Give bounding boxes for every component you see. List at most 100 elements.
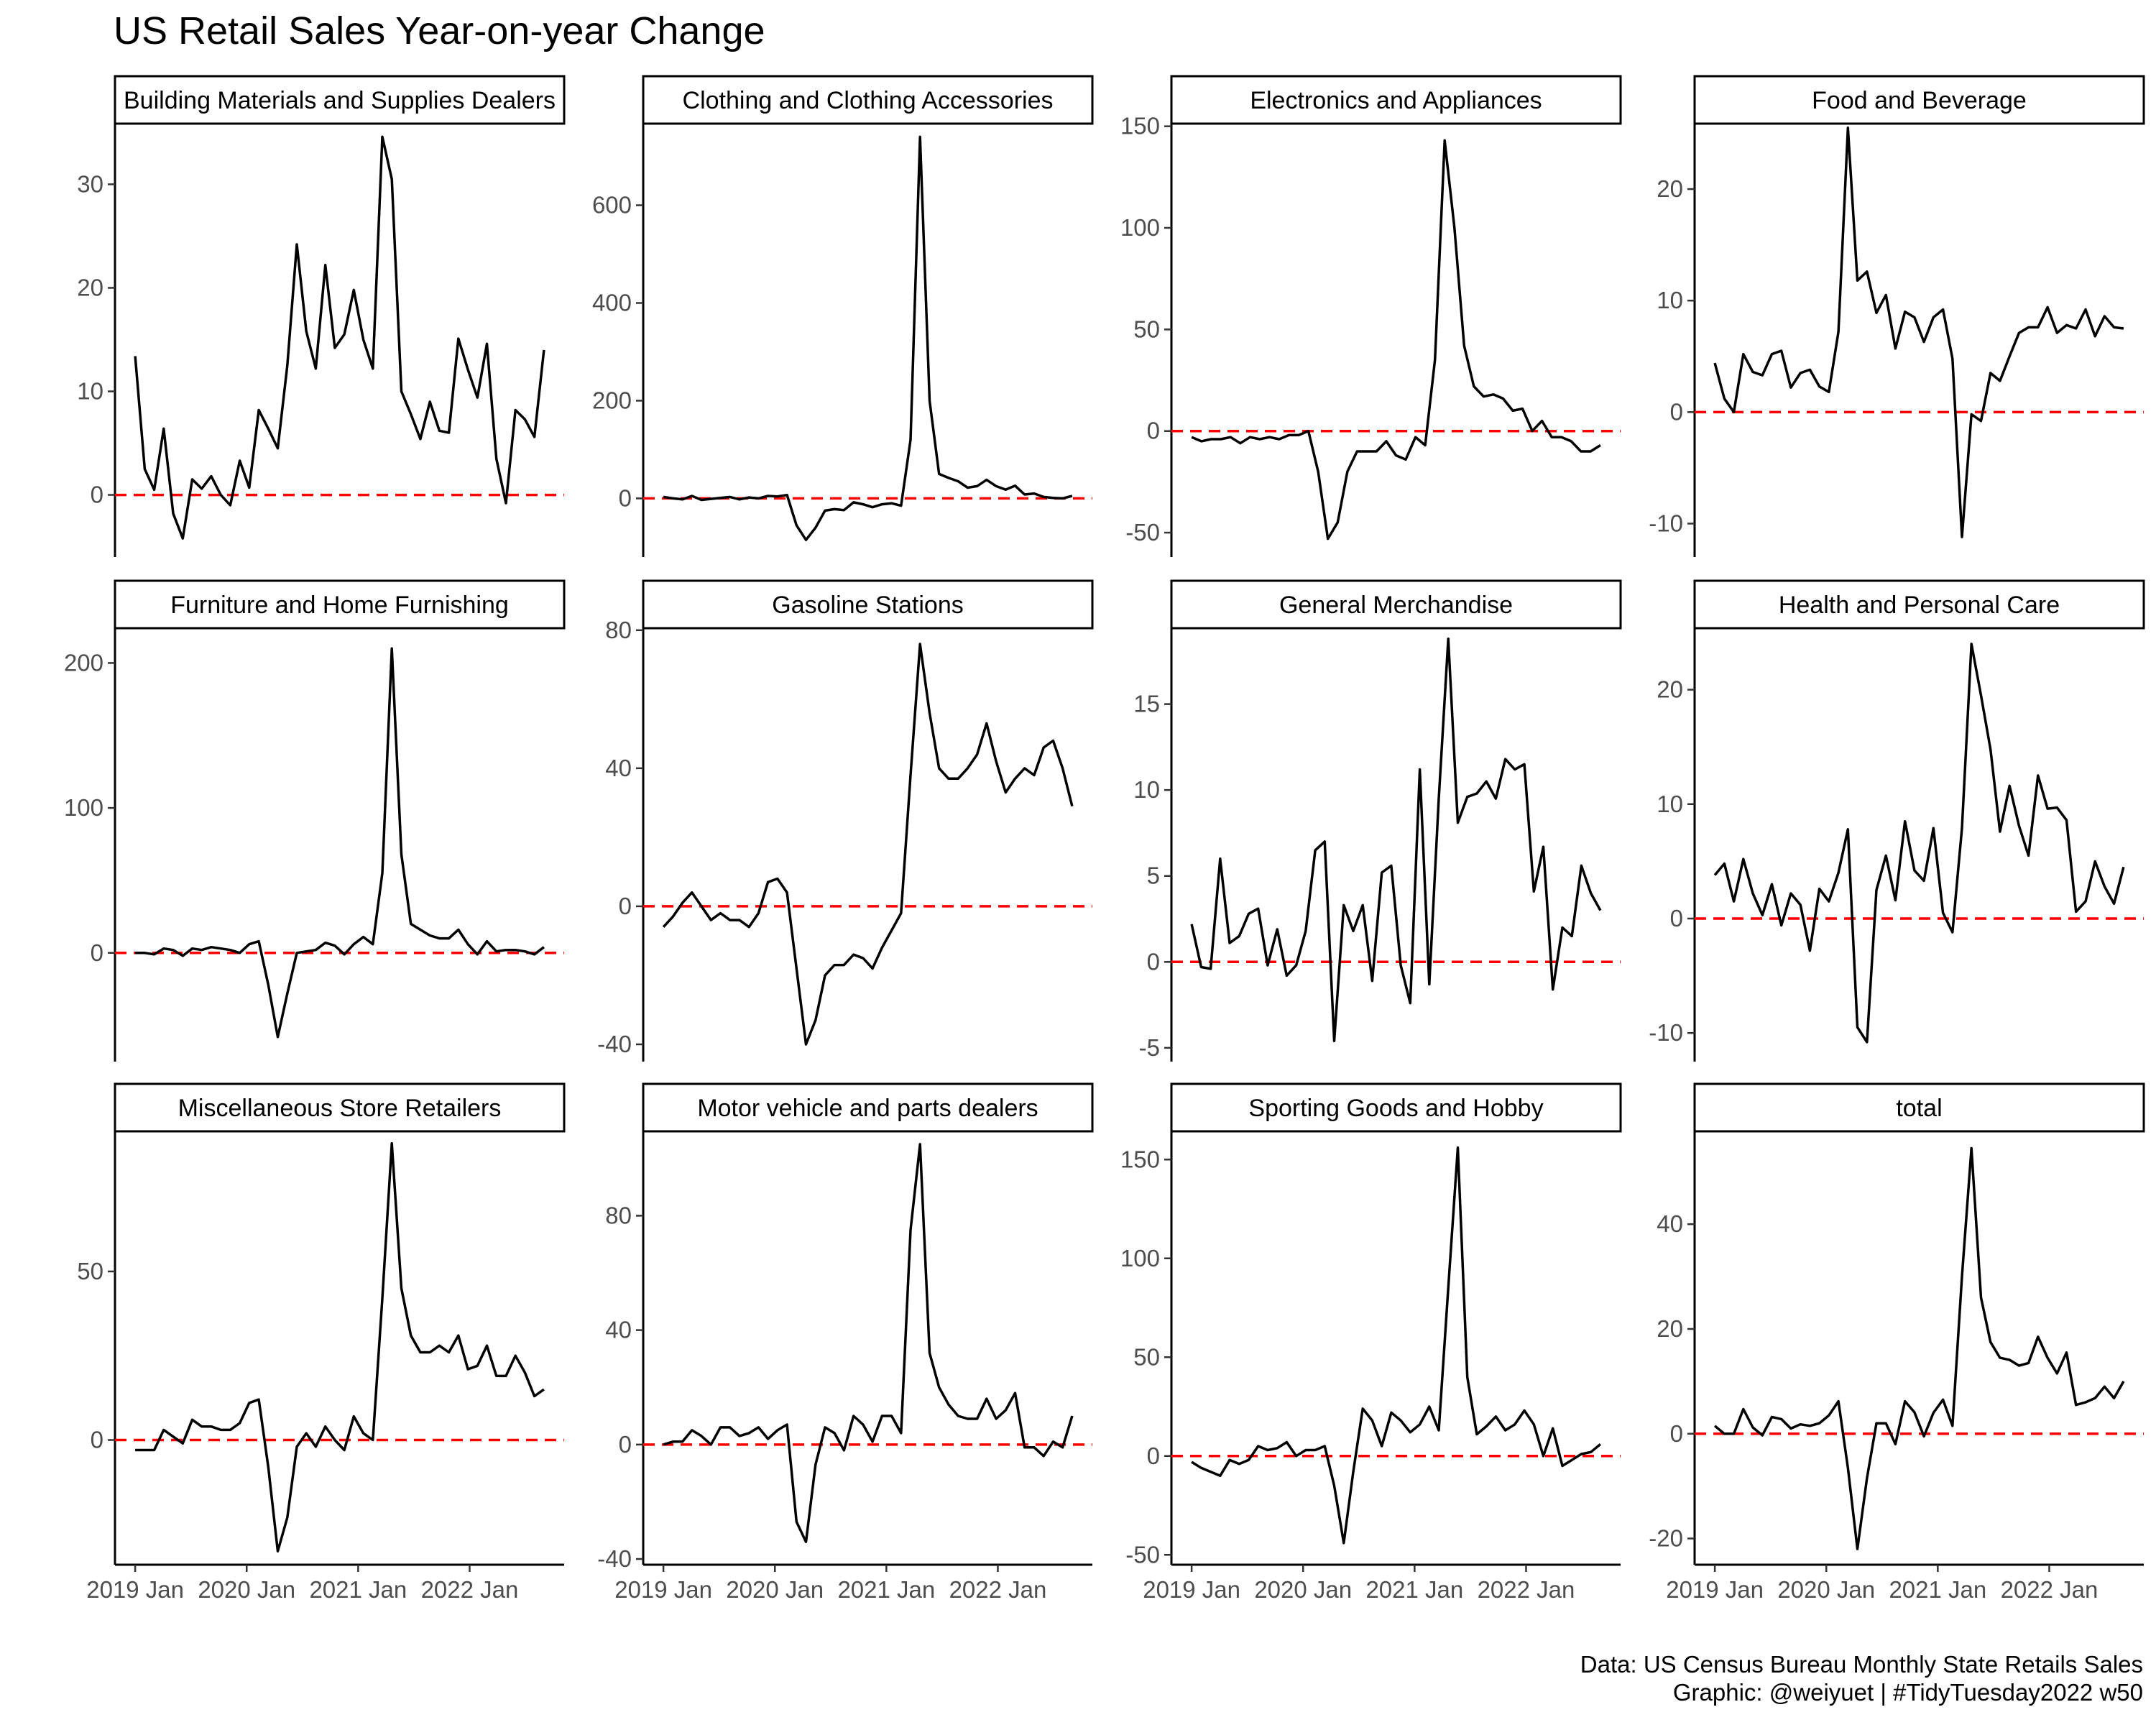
x-tick-label: 2019 Jan (614, 1576, 712, 1603)
facet-strip-label: Electronics and Appliances (1250, 87, 1542, 114)
y-tick-label: 200 (592, 387, 632, 413)
facet-strip (114, 75, 566, 125)
y-tick-label: 10 (1657, 791, 1683, 817)
facet-strip-label: Furniture and Home Furnishing (170, 592, 509, 619)
y-tick-label: 5 (1147, 862, 1160, 889)
y-tick-label: -10 (1649, 1019, 1683, 1046)
y-tick-label: 0 (619, 484, 632, 511)
y-tick-label: 0 (1670, 1420, 1683, 1447)
facet-strip (642, 1082, 1094, 1133)
facet-strip (1693, 579, 2145, 630)
facet-food-and-beverage: Food and Beverage -10 0 10 20 (1649, 75, 2145, 557)
y-tick-label: 40 (605, 1317, 632, 1343)
facet-strip-label: Miscellaneous Store Retailers (178, 1095, 502, 1122)
facet-strip (114, 1082, 566, 1133)
facet-strip-label: total (1896, 1095, 1942, 1122)
facet-furniture-and-home-furnishing: Furniture and Home Furnishing 0 100 200 (64, 579, 566, 1062)
series-line (1713, 126, 2124, 538)
y-tick-label: 0 (1147, 948, 1160, 975)
y-tick-label: 10 (77, 378, 103, 405)
y-tick-label: 10 (1657, 287, 1683, 313)
y-tick-label: 50 (1133, 316, 1160, 342)
x-tick-label: 2019 Jan (86, 1576, 184, 1603)
y-tick-label: 20 (1657, 1315, 1683, 1342)
y-tick-label: 0 (91, 939, 103, 966)
y-tick-label: 20 (1657, 676, 1683, 703)
y-tick-label: 400 (592, 290, 632, 316)
series-line (663, 135, 1073, 541)
facet-strip-label: Motor vehicle and parts dealers (697, 1095, 1038, 1122)
y-tick-label: 0 (619, 1431, 632, 1458)
facet-strip (1170, 75, 1622, 125)
y-tick-label: 0 (619, 893, 632, 919)
y-tick-label: 0 (1670, 905, 1683, 932)
series-line (134, 135, 545, 540)
y-tick-label: -10 (1649, 510, 1683, 536)
facet-health-and-personal-care: Health and Personal Care -10 0 10 20 (1649, 579, 2145, 1062)
y-tick-label: 50 (77, 1258, 103, 1284)
x-tick-label: 2022 Jan (949, 1576, 1047, 1603)
facet-strip (1693, 75, 2145, 125)
y-tick-label: 150 (1120, 1146, 1160, 1172)
y-tick-label: 15 (1133, 691, 1160, 717)
y-tick-label: 20 (1657, 175, 1683, 202)
facet-strip (642, 579, 1094, 630)
x-tick-label: 2021 Jan (1889, 1576, 1986, 1603)
y-tick-label: -50 (1125, 1541, 1160, 1568)
y-tick-label: 40 (605, 755, 632, 781)
facet-miscellaneous-store-retailers: Miscellaneous Store Retailers 0 50 2019 Jan… (77, 1082, 566, 1603)
y-tick-label: 20 (77, 274, 103, 300)
facet-strip-label: General Merchandise (1279, 592, 1513, 619)
x-tick-label: 2020 Jan (1254, 1576, 1352, 1603)
y-tick-label: -20 (1649, 1525, 1683, 1552)
facet-sporting-goods-and-hobby: Sporting Goods and Hobby -50 0 50 100 150 2019… (1120, 1082, 1622, 1603)
facet-strip-label: Clothing and Clothing Accessories (683, 87, 1054, 114)
facet-strip-label: Sporting Goods and Hobby (1248, 1095, 1543, 1122)
facet-strip-label: Gasoline Stations (772, 592, 964, 619)
facet-strip-label: Food and Beverage (1812, 87, 2027, 114)
y-tick-label: 40 (1657, 1210, 1683, 1237)
y-tick-label: 80 (605, 617, 632, 643)
x-tick-label: 2021 Jan (837, 1576, 935, 1603)
series-line (662, 643, 1074, 1046)
y-tick-label: 80 (605, 1202, 632, 1228)
y-tick-label: -40 (597, 1545, 632, 1572)
series-line (1191, 1146, 1602, 1545)
facet-electronics-and-appliances: Electronics and Appliances -50 0 50 100 150 (1120, 75, 1622, 557)
x-tick-label: 2020 Jan (198, 1576, 295, 1603)
x-tick-label: 2021 Jan (1365, 1576, 1463, 1603)
x-tick-label: 2022 Jan (2001, 1576, 2099, 1603)
facet-strip (1170, 1082, 1622, 1133)
facet-motor-vehicle-and-parts-dealers: Motor vehicle and parts dealers -40 0 40 80 2… (597, 1082, 1094, 1603)
y-tick-label: 30 (77, 170, 103, 197)
y-tick-label: 150 (1120, 113, 1160, 139)
facet-strip (1170, 579, 1622, 630)
x-tick-label: 2019 Jan (1666, 1576, 1764, 1603)
y-tick-label: 600 (592, 192, 632, 218)
y-tick-label: 100 (1120, 214, 1160, 241)
x-tick-label: 2022 Jan (1478, 1576, 1575, 1603)
y-tick-label: 0 (91, 1426, 103, 1453)
y-tick-label: 0 (1147, 1443, 1160, 1469)
y-tick-label: 100 (64, 794, 103, 821)
facet-strip-label: Building Materials and Supplies Dealers (124, 87, 556, 114)
facet-strip (114, 579, 566, 630)
facet-strip-label: Health and Personal Care (1779, 592, 2060, 619)
caption-source: Data: US Census Bureau Monthly State Ret… (1580, 1651, 2143, 1678)
caption-credit: Graphic: @weiyuet | #TidyTuesday2022 w50 (1672, 1679, 2143, 1706)
facet-strip (1693, 1082, 2145, 1133)
facet-gasoline-stations: Gasoline Stations -40 0 40 80 (597, 579, 1094, 1062)
x-tick-label: 2020 Jan (1777, 1576, 1875, 1603)
x-tick-label: 2019 Jan (1143, 1576, 1240, 1603)
series-line (1191, 139, 1601, 540)
series-line (1190, 637, 1602, 1043)
y-tick-label: 0 (91, 482, 103, 508)
x-tick-label: 2021 Jan (309, 1576, 407, 1603)
y-tick-label: 0 (1147, 418, 1160, 444)
chart-title: US Retail Sales Year-on-year Change (114, 9, 765, 52)
y-tick-label: 50 (1133, 1343, 1160, 1370)
y-tick-label: -40 (597, 1031, 632, 1057)
facet-strip (642, 75, 1094, 125)
y-tick-label: -50 (1125, 519, 1160, 546)
